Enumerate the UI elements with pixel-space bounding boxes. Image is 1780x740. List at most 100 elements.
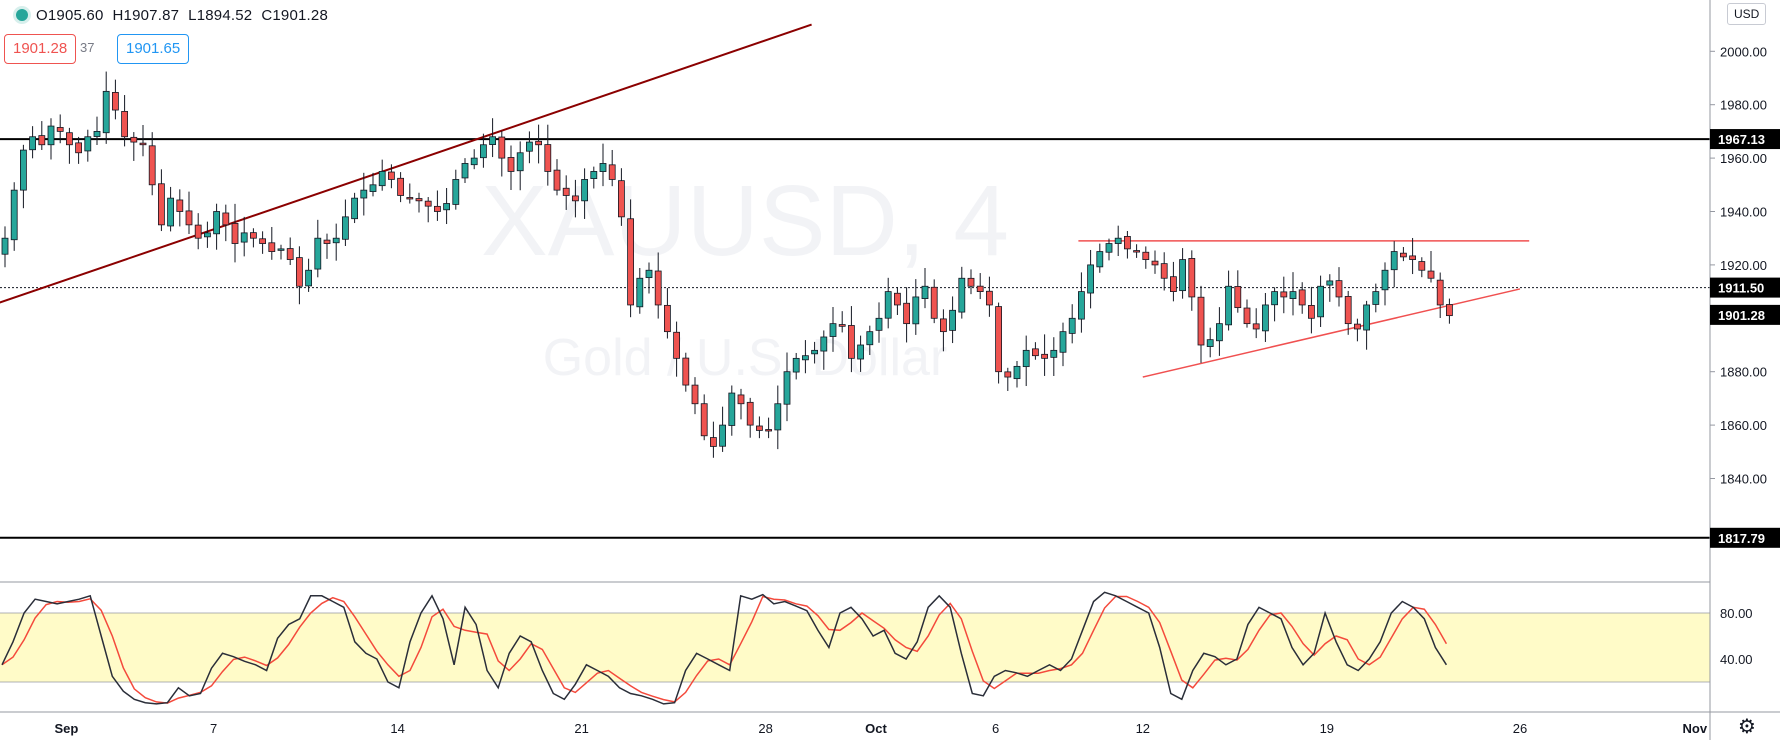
candle-body	[194, 224, 202, 239]
candle-body	[1105, 243, 1113, 253]
candle-body	[1326, 280, 1334, 286]
candle-body	[1, 237, 9, 255]
candle-body	[765, 429, 772, 432]
gear-icon[interactable]: ⚙	[1738, 716, 1756, 738]
candle-body	[415, 198, 423, 202]
candle-body	[553, 169, 561, 191]
candle-body	[1004, 371, 1012, 378]
candle-body	[231, 223, 239, 244]
trendline	[1142, 288, 1521, 378]
candle-body	[710, 437, 717, 447]
price-tick-label: 2000.00	[1720, 44, 1767, 59]
candle-body	[535, 140, 542, 146]
candle-body	[360, 189, 368, 199]
candle-body	[921, 285, 929, 299]
candle-body	[673, 331, 680, 359]
candle-body	[176, 199, 184, 212]
time-tick-label: 26	[1513, 721, 1527, 736]
time-tick-label: 12	[1136, 721, 1150, 736]
candle-body	[406, 197, 414, 200]
price-tick-label: 1920.00	[1720, 258, 1767, 273]
price-tick-label: 1980.00	[1720, 98, 1767, 113]
candle-body	[1335, 280, 1343, 298]
last-price-label: 1901.28	[1718, 308, 1765, 323]
candle-body	[29, 136, 37, 151]
candle-body	[940, 318, 947, 333]
horizontal-levels[interactable]	[0, 138, 1710, 539]
price-axis-background	[1710, 0, 1780, 740]
candle-body	[857, 344, 864, 360]
candle-body	[1308, 305, 1315, 319]
candle-body	[903, 302, 910, 325]
price-tick-label: 1880.00	[1720, 365, 1767, 380]
candle-body	[912, 296, 920, 325]
candle-body	[802, 355, 809, 361]
candle-body	[1216, 323, 1223, 342]
candle-body	[10, 189, 18, 241]
time-tick-label: Oct	[865, 721, 887, 736]
candle-body	[1096, 251, 1104, 268]
candle-body	[1197, 296, 1205, 346]
candle-body	[1446, 304, 1453, 317]
candle-body	[599, 163, 607, 172]
market-status-icon[interactable]	[16, 9, 28, 21]
candle-body	[213, 211, 221, 235]
candle-body	[1298, 289, 1306, 306]
candle-body	[1133, 250, 1140, 253]
candle-body	[121, 111, 128, 138]
candle-body	[1142, 251, 1150, 260]
time-tick-label: Nov	[1683, 721, 1708, 736]
candle-body	[1041, 353, 1048, 359]
candle-body	[323, 239, 331, 244]
trendlines[interactable]	[0, 23, 1530, 378]
candle-body	[1418, 261, 1426, 271]
candle-body	[378, 171, 386, 187]
candle-body	[203, 232, 211, 238]
candle-body	[157, 183, 165, 226]
candle-body	[1234, 286, 1242, 309]
candle-body	[452, 179, 460, 205]
candle-body	[1252, 323, 1260, 330]
candle-body	[1022, 349, 1030, 368]
candle-body	[75, 142, 82, 154]
candle-body	[608, 164, 616, 180]
candle-body	[958, 277, 966, 313]
candle-body	[930, 286, 938, 319]
candle-body	[1032, 348, 1039, 357]
candle-body	[526, 141, 533, 152]
currency-badge[interactable]: USD	[1727, 3, 1767, 25]
oscillator-band	[0, 613, 1710, 682]
candle-body	[562, 187, 570, 196]
oscillator-tick-label: 40.00	[1720, 652, 1753, 667]
candle-body	[314, 237, 322, 270]
candle-body	[1059, 331, 1067, 353]
oscillator-d-line	[1, 595, 1448, 704]
candle-body	[1124, 236, 1131, 250]
candle-body	[1188, 258, 1196, 298]
open-value: O1905.60	[36, 6, 104, 24]
candle-body	[820, 336, 828, 352]
candle-body	[489, 136, 497, 145]
candle-body	[19, 149, 27, 191]
candle-body	[240, 232, 248, 243]
candle-body	[1280, 291, 1288, 298]
candle-body	[185, 210, 193, 226]
sell-price-button[interactable]: 1901.28	[4, 34, 77, 64]
candle-body	[590, 171, 598, 179]
buy-price-button[interactable]: 1901.65	[117, 34, 190, 64]
candle-body	[829, 323, 837, 337]
candle-body	[516, 152, 524, 172]
level-label-box	[1710, 129, 1780, 150]
candle-body	[1078, 291, 1085, 320]
candle-body	[645, 269, 653, 279]
candle-body	[1262, 304, 1269, 332]
candle-body	[148, 145, 156, 186]
candle-body	[1344, 296, 1352, 325]
level-label: 1967.13	[1718, 132, 1765, 147]
candle-body	[66, 132, 73, 146]
candle-body	[995, 306, 1002, 373]
candle-body	[268, 242, 276, 252]
candle-body	[498, 136, 506, 159]
candle-body	[848, 325, 855, 359]
